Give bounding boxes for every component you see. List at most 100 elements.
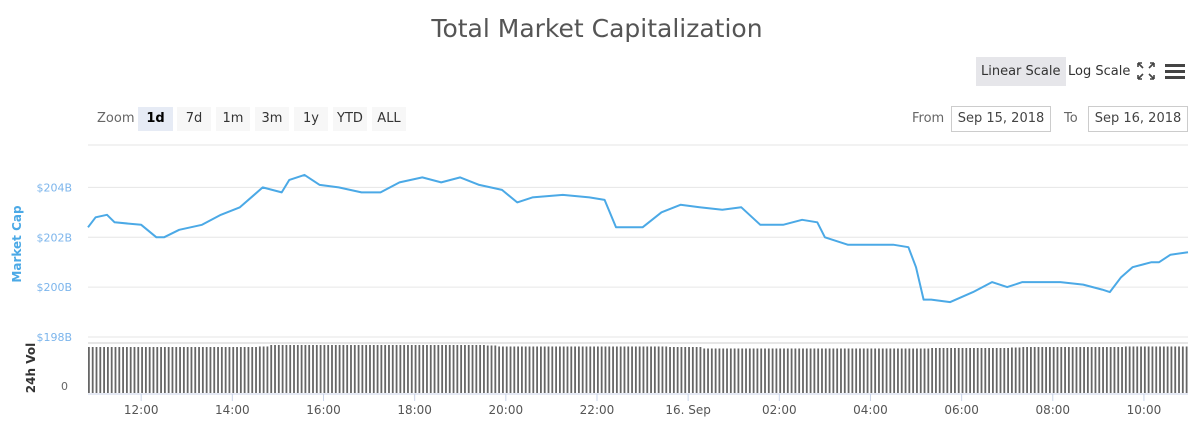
linear-scale-button[interactable]: Linear Scale — [976, 57, 1066, 86]
to-date-input[interactable]: Sep 16, 2018 — [1088, 106, 1188, 132]
volume-bar — [179, 347, 181, 393]
volume-bar — [1090, 347, 1093, 393]
volume-bar — [205, 347, 208, 393]
volume-bar — [1079, 347, 1082, 393]
volume-bar — [577, 346, 580, 393]
volume-bar — [1022, 347, 1025, 393]
fullscreen-icon[interactable] — [1137, 62, 1155, 80]
zoom-1y-button[interactable]: 1y — [294, 107, 328, 131]
volume-bar — [741, 348, 744, 393]
zoom-1d-button[interactable]: 1d — [138, 107, 173, 131]
volume-bar — [445, 345, 447, 393]
volume-bar — [198, 347, 200, 393]
volume-bar — [1185, 346, 1188, 393]
volume-bar — [274, 345, 276, 393]
volume-bar — [1143, 346, 1146, 393]
volume-bar — [1052, 347, 1055, 393]
zoom-1m-button[interactable]: 1m — [216, 107, 250, 131]
to-label: To — [1064, 111, 1078, 126]
volume-bar — [893, 348, 896, 393]
volume-bar — [900, 348, 903, 393]
log-scale-button[interactable]: Log Scale — [1068, 64, 1131, 79]
volume-bar — [441, 345, 444, 393]
volume-bar — [1117, 347, 1120, 393]
volume-bar — [258, 346, 261, 393]
volume-bar — [1121, 347, 1123, 393]
volume-bar — [874, 348, 877, 393]
volume-bar — [665, 346, 668, 393]
volume-bar — [262, 346, 265, 393]
volume-bar — [623, 346, 626, 393]
volume-bar — [779, 348, 782, 393]
volume-bar — [566, 346, 569, 393]
x-tick-label: 18:00 — [397, 403, 432, 417]
volume-bar — [938, 348, 941, 393]
volume-bar — [338, 345, 341, 393]
volume-bar — [361, 345, 364, 393]
volume-bar — [129, 347, 132, 393]
volume-bar — [1178, 346, 1180, 393]
volume-bar — [1060, 347, 1063, 393]
volume-bar — [1174, 346, 1177, 393]
volume-bar — [786, 348, 789, 393]
volume-bar — [1105, 347, 1108, 393]
zoom-7d-button[interactable]: 7d — [177, 107, 211, 131]
volume-bar — [1181, 346, 1184, 393]
volume-bar — [604, 346, 607, 393]
volume-bar — [954, 348, 956, 393]
volume-bar — [935, 348, 937, 393]
volume-bar — [992, 348, 994, 393]
volume-bar — [437, 345, 440, 393]
volume-bar — [1075, 347, 1078, 393]
volume-bar — [1098, 347, 1101, 393]
volume-bar — [646, 346, 649, 393]
volume-bar — [919, 348, 922, 393]
y-tick-label: $198B — [36, 331, 72, 344]
y-tick-label: $200B — [36, 281, 72, 294]
volume-bar — [866, 348, 869, 393]
volume-bar — [186, 347, 189, 393]
volume-bar — [855, 348, 858, 393]
volume-bar — [464, 345, 466, 393]
x-tick-label: 08:00 — [1035, 403, 1070, 417]
volume-bar — [669, 347, 671, 393]
volume-bar — [676, 347, 679, 393]
volume-bar — [684, 347, 687, 393]
volume-bar — [847, 348, 850, 393]
volume-bar — [931, 348, 934, 393]
volume-bar — [574, 346, 576, 393]
volume-bar — [144, 347, 147, 393]
volume-bar — [631, 346, 633, 393]
volume-bar — [1166, 346, 1169, 393]
zoom-ytd-button[interactable]: YTD — [333, 107, 367, 131]
volume-bar — [581, 346, 584, 393]
volume-bar — [927, 348, 930, 393]
volume-bar — [600, 346, 603, 393]
volume-bar — [699, 347, 702, 393]
volume-bar — [1109, 347, 1112, 393]
volume-bar — [589, 346, 592, 393]
volume-bar — [532, 346, 535, 393]
volume-bar — [167, 347, 170, 393]
volume-bar — [733, 348, 736, 393]
volume-bar — [593, 346, 595, 393]
hamburger-menu-icon[interactable] — [1165, 62, 1185, 80]
volume-bar — [224, 347, 227, 393]
volume-bar — [1033, 347, 1036, 393]
volume-bar — [783, 348, 785, 393]
x-tick-label: 12:00 — [124, 403, 159, 417]
volume-bar — [494, 345, 497, 393]
volume-bar — [217, 347, 219, 393]
volume-bar — [141, 347, 143, 393]
from-date-input[interactable]: Sep 15, 2018 — [951, 106, 1051, 132]
volume-bar — [403, 345, 406, 393]
zoom-all-button[interactable]: ALL — [372, 107, 406, 131]
zoom-3m-button[interactable]: 3m — [255, 107, 289, 131]
volume-bar — [710, 348, 713, 393]
volume-bar — [638, 346, 641, 393]
volume-bar — [1037, 347, 1040, 393]
volume-bar — [562, 346, 565, 393]
volume-bar — [862, 348, 865, 393]
volume-bar — [490, 345, 493, 393]
volume-bar — [1026, 347, 1028, 393]
